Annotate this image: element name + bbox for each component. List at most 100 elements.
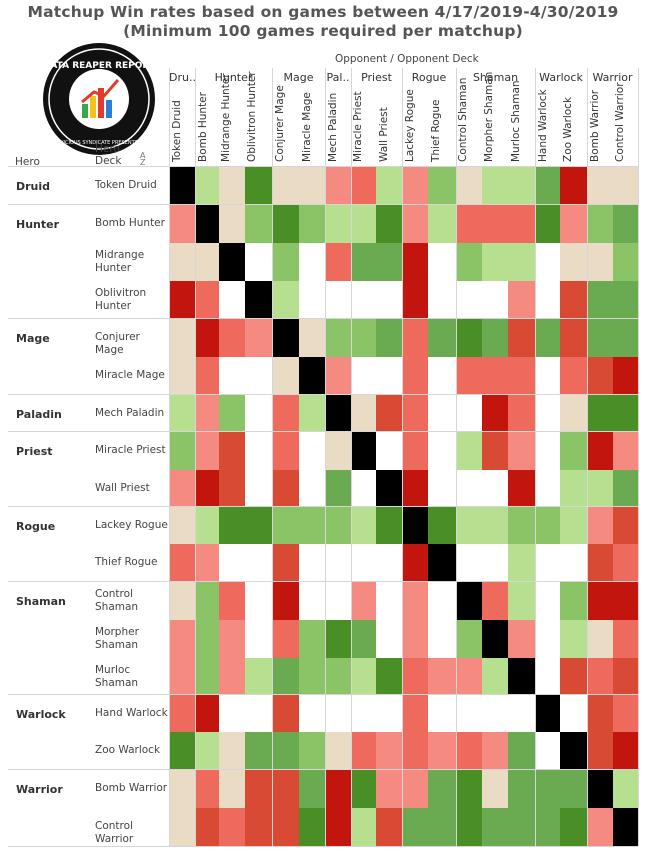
heatmap-cell[interactable] <box>402 470 428 507</box>
heatmap-cell[interactable] <box>613 732 638 770</box>
heatmap-cell[interactable] <box>219 507 245 544</box>
heatmap-cell[interactable] <box>402 808 428 846</box>
heatmap-cell[interactable] <box>351 281 376 319</box>
heatmap-cell[interactable] <box>482 167 508 205</box>
heatmap-cell[interactable] <box>428 658 456 695</box>
heatmap-cell[interactable] <box>245 167 272 205</box>
heatmap-cell[interactable] <box>325 695 351 732</box>
heatmap-cell[interactable] <box>560 432 587 470</box>
heatmap-cell[interactable] <box>195 395 219 432</box>
heatmap-cell[interactable] <box>482 432 508 470</box>
heatmap-cell[interactable] <box>376 770 402 808</box>
heatmap-cell[interactable] <box>195 808 219 846</box>
heatmap-cell[interactable] <box>272 319 299 357</box>
heatmap-cell[interactable] <box>535 544 560 582</box>
heatmap-cell[interactable] <box>376 658 402 695</box>
heatmap-cell[interactable] <box>587 281 613 319</box>
heatmap-cell[interactable] <box>402 205 428 243</box>
heatmap-cell[interactable] <box>587 620 613 658</box>
heatmap-cell[interactable] <box>587 432 613 470</box>
heatmap-cell[interactable] <box>245 658 272 695</box>
heatmap-cell[interactable] <box>560 544 587 582</box>
heatmap-cell[interactable] <box>299 243 325 281</box>
heatmap-cell[interactable] <box>508 357 535 395</box>
heatmap-cell[interactable] <box>456 357 482 395</box>
heatmap-cell[interactable] <box>535 770 560 808</box>
heatmap-cell[interactable] <box>245 620 272 658</box>
heatmap-cell[interactable] <box>535 243 560 281</box>
heatmap-cell[interactable] <box>560 658 587 695</box>
heatmap-cell[interactable] <box>613 620 638 658</box>
heatmap-cell[interactable] <box>299 281 325 319</box>
heatmap-cell[interactable] <box>376 205 402 243</box>
heatmap-cell[interactable] <box>560 808 587 846</box>
heatmap-cell[interactable] <box>402 620 428 658</box>
heatmap-cell[interactable] <box>613 319 638 357</box>
heatmap-cell[interactable] <box>613 544 638 582</box>
heatmap-cell[interactable] <box>456 281 482 319</box>
heatmap-cell[interactable] <box>245 582 272 620</box>
heatmap-cell[interactable] <box>325 582 351 620</box>
heatmap-cell[interactable] <box>535 732 560 770</box>
heatmap-cell[interactable] <box>169 470 195 507</box>
heatmap-cell[interactable] <box>535 319 560 357</box>
heatmap-cell[interactable] <box>299 395 325 432</box>
heatmap-cell[interactable] <box>376 620 402 658</box>
heatmap-cell[interactable] <box>219 544 245 582</box>
heatmap-cell[interactable] <box>402 544 428 582</box>
heatmap-cell[interactable] <box>376 808 402 846</box>
heatmap-cell[interactable] <box>245 357 272 395</box>
heatmap-cell[interactable] <box>508 319 535 357</box>
heatmap-cell[interactable] <box>560 281 587 319</box>
heatmap-cell[interactable] <box>325 808 351 846</box>
heatmap-cell[interactable] <box>245 770 272 808</box>
heatmap-cell[interactable] <box>351 357 376 395</box>
heatmap-cell[interactable] <box>456 808 482 846</box>
heatmap-cell[interactable] <box>482 695 508 732</box>
heatmap-cell[interactable] <box>482 544 508 582</box>
heatmap-cell[interactable] <box>245 808 272 846</box>
heatmap-cell[interactable] <box>428 319 456 357</box>
heatmap-cell[interactable] <box>351 395 376 432</box>
heatmap-cell[interactable] <box>351 620 376 658</box>
heatmap-cell[interactable] <box>535 808 560 846</box>
heatmap-cell[interactable] <box>402 582 428 620</box>
heatmap-cell[interactable] <box>245 732 272 770</box>
heatmap-cell[interactable] <box>560 770 587 808</box>
heatmap-cell[interactable] <box>351 770 376 808</box>
heatmap-cell[interactable] <box>482 281 508 319</box>
heatmap-cell[interactable] <box>587 470 613 507</box>
heatmap-cell[interactable] <box>299 582 325 620</box>
heatmap-cell[interactable] <box>245 205 272 243</box>
heatmap-cell[interactable] <box>535 658 560 695</box>
heatmap-cell[interactable] <box>428 357 456 395</box>
heatmap-cell[interactable] <box>219 281 245 319</box>
heatmap-cell[interactable] <box>402 243 428 281</box>
heatmap-cell[interactable] <box>195 281 219 319</box>
heatmap-cell[interactable] <box>428 167 456 205</box>
heatmap-cell[interactable] <box>456 432 482 470</box>
heatmap-cell[interactable] <box>587 507 613 544</box>
heatmap-cell[interactable] <box>482 205 508 243</box>
heatmap-cell[interactable] <box>587 695 613 732</box>
heatmap-cell[interactable] <box>195 620 219 658</box>
heatmap-cell[interactable] <box>428 243 456 281</box>
heatmap-cell[interactable] <box>587 167 613 205</box>
heatmap-cell[interactable] <box>428 507 456 544</box>
heatmap-cell[interactable] <box>195 732 219 770</box>
heatmap-cell[interactable] <box>325 357 351 395</box>
heatmap-cell[interactable] <box>482 620 508 658</box>
heatmap-cell[interactable] <box>219 582 245 620</box>
heatmap-cell[interactable] <box>508 620 535 658</box>
heatmap-cell[interactable] <box>535 695 560 732</box>
heatmap-cell[interactable] <box>613 658 638 695</box>
heatmap-cell[interactable] <box>376 167 402 205</box>
heatmap-cell[interactable] <box>272 470 299 507</box>
heatmap-cell[interactable] <box>245 432 272 470</box>
heatmap-cell[interactable] <box>272 167 299 205</box>
heatmap-cell[interactable] <box>508 658 535 695</box>
heatmap-cell[interactable] <box>351 808 376 846</box>
heatmap-cell[interactable] <box>428 470 456 507</box>
heatmap-cell[interactable] <box>245 507 272 544</box>
